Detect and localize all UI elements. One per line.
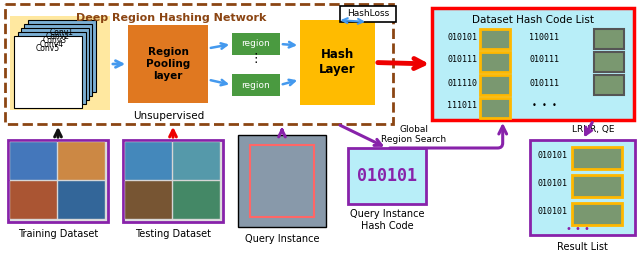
Text: Conv2: Conv2 xyxy=(46,32,70,41)
Bar xyxy=(10,142,57,180)
Bar xyxy=(594,75,624,95)
Text: Query Instance: Query Instance xyxy=(244,234,319,244)
Text: HashLoss: HashLoss xyxy=(347,9,389,19)
Bar xyxy=(28,20,96,92)
Bar xyxy=(10,16,110,110)
Bar xyxy=(480,75,510,95)
Bar xyxy=(530,140,635,235)
Text: Conv1: Conv1 xyxy=(50,28,74,37)
Bar xyxy=(480,52,510,72)
Bar xyxy=(123,140,223,222)
Bar xyxy=(21,28,89,100)
Bar xyxy=(594,52,624,72)
Bar xyxy=(480,29,510,49)
Text: Global
Region Search: Global Region Search xyxy=(381,125,447,145)
Bar xyxy=(14,36,82,108)
Bar xyxy=(24,24,92,96)
Text: 110011: 110011 xyxy=(529,33,559,41)
Text: region: region xyxy=(242,40,270,49)
Bar xyxy=(18,32,86,104)
Text: • • •: • • • xyxy=(531,102,557,110)
Text: 111011: 111011 xyxy=(447,102,477,110)
Bar xyxy=(125,142,172,180)
Text: 010101: 010101 xyxy=(537,208,567,216)
Text: 010111: 010111 xyxy=(447,56,477,65)
Bar xyxy=(232,33,280,55)
Text: Hash
Layer: Hash Layer xyxy=(319,49,356,76)
Text: Deep Region Hashing Network: Deep Region Hashing Network xyxy=(76,13,266,23)
Bar xyxy=(340,6,396,22)
Text: Query Instance
Hash Code: Query Instance Hash Code xyxy=(349,209,424,231)
Text: Conv4: Conv4 xyxy=(40,40,64,49)
Text: Testing Dataset: Testing Dataset xyxy=(135,229,211,239)
Bar xyxy=(58,181,105,219)
Text: Dataset Hash Code List: Dataset Hash Code List xyxy=(472,15,594,25)
Bar xyxy=(58,142,105,180)
Bar xyxy=(572,175,622,197)
Bar xyxy=(173,142,220,180)
Text: 010111: 010111 xyxy=(529,56,559,65)
Bar xyxy=(232,74,280,96)
Text: ⋮: ⋮ xyxy=(250,52,262,65)
Text: Region
Pooling
layer: Region Pooling layer xyxy=(146,47,190,81)
Text: 010111: 010111 xyxy=(529,78,559,87)
Bar xyxy=(8,140,108,222)
Bar xyxy=(480,98,510,118)
Bar xyxy=(128,25,208,103)
Text: region: region xyxy=(242,81,270,89)
Text: Result List: Result List xyxy=(557,242,608,252)
Bar xyxy=(432,8,634,120)
Bar xyxy=(238,135,326,227)
Bar xyxy=(250,145,314,217)
Text: 011110: 011110 xyxy=(447,78,477,87)
Bar xyxy=(173,181,220,219)
Text: LRHR, QE: LRHR, QE xyxy=(572,125,615,134)
Text: Conv3: Conv3 xyxy=(43,36,67,45)
Bar xyxy=(300,20,375,105)
Bar xyxy=(10,181,57,219)
Bar xyxy=(572,147,622,169)
Text: 010101: 010101 xyxy=(357,167,417,185)
Bar xyxy=(594,29,624,49)
Bar xyxy=(5,4,393,124)
Bar xyxy=(348,148,426,204)
Text: Conv5: Conv5 xyxy=(36,44,60,53)
Bar xyxy=(125,181,172,219)
Text: Unsupervised: Unsupervised xyxy=(133,111,205,121)
Text: Training Dataset: Training Dataset xyxy=(18,229,98,239)
Text: 010101: 010101 xyxy=(537,151,567,161)
Text: 010101: 010101 xyxy=(537,180,567,188)
Bar xyxy=(572,203,622,225)
Text: 010101: 010101 xyxy=(447,33,477,41)
Text: • • •: • • • xyxy=(566,224,589,234)
